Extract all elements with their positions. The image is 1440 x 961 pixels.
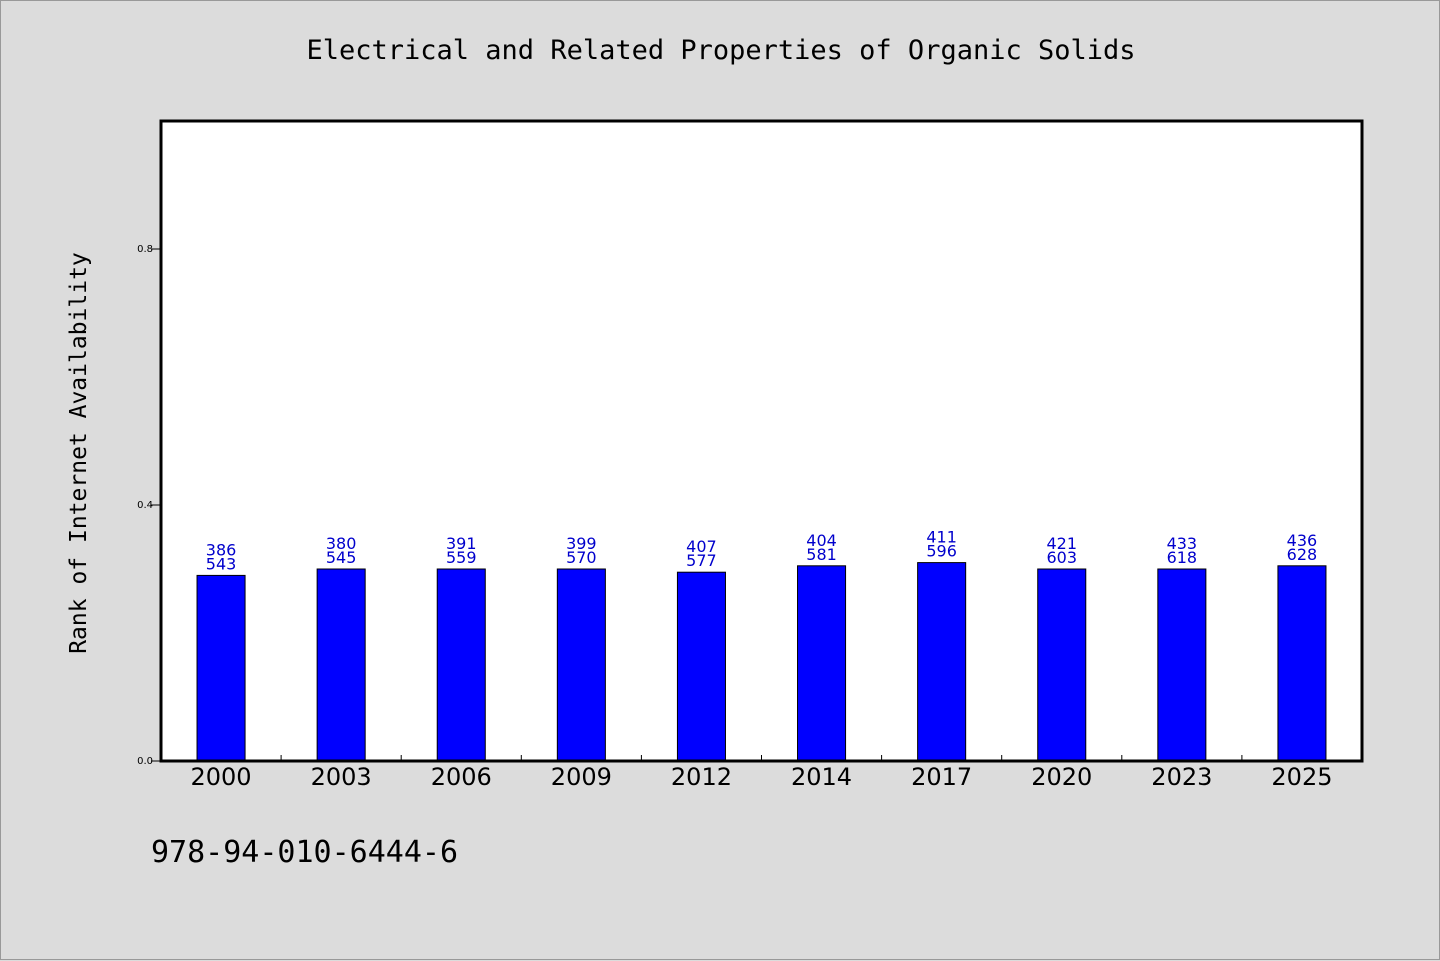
x-tick-label: 2014: [791, 763, 852, 791]
bar: [196, 574, 246, 762]
y-tick-label: 0.8: [137, 244, 153, 255]
bar: [556, 568, 606, 762]
plot-frame: [159, 119, 1364, 763]
x-tick-label: 2003: [311, 763, 372, 791]
data-label-top: 433: [1167, 534, 1198, 553]
data-label-bottom: 596: [926, 542, 957, 561]
y-tick-label: 0.4: [137, 500, 153, 511]
y-tick-label: 0.0: [137, 756, 153, 767]
data-label-top: 421: [1046, 534, 1077, 553]
x-tick-label: 2012: [671, 763, 732, 791]
bar: [1157, 568, 1207, 762]
data-label-top: 380: [326, 534, 357, 553]
data-label-bottom: 628: [1287, 545, 1318, 564]
data-label-bottom: 559: [446, 548, 477, 567]
footer-id: 978-94-010-6444-6: [151, 835, 459, 870]
bar: [1037, 568, 1087, 762]
data-label-top: 411: [926, 528, 957, 547]
x-tick-label: 2017: [911, 763, 972, 791]
x-tick-label: 2009: [551, 763, 612, 791]
data-label-bottom: 570: [566, 548, 597, 567]
chart-title: Electrical and Related Properties of Org…: [306, 35, 1136, 66]
data-label-top: 386: [206, 540, 237, 559]
bar: [797, 565, 847, 762]
x-tick-label: 2023: [1151, 763, 1212, 791]
x-tick-label: 2020: [1031, 763, 1092, 791]
data-label-top: 399: [566, 534, 597, 553]
bar: [436, 568, 486, 762]
bar: [676, 571, 726, 762]
bar: [1277, 565, 1327, 762]
bar: [316, 568, 366, 762]
x-tick-label: 2006: [431, 763, 492, 791]
data-label-bottom: 577: [686, 551, 717, 570]
x-tick-label: 2000: [191, 763, 252, 791]
data-label-bottom: 543: [206, 554, 237, 573]
x-tick-label: 2025: [1271, 763, 1332, 791]
data-label-top: 404: [806, 531, 837, 550]
data-label-bottom: 545: [326, 548, 357, 567]
data-label-bottom: 603: [1046, 548, 1077, 567]
data-label-top: 407: [686, 537, 717, 556]
data-label-bottom: 581: [806, 545, 837, 564]
data-label-bottom: 618: [1167, 548, 1198, 567]
data-label-top: 391: [446, 534, 477, 553]
data-label-top: 436: [1287, 531, 1318, 550]
bar: [917, 562, 967, 762]
